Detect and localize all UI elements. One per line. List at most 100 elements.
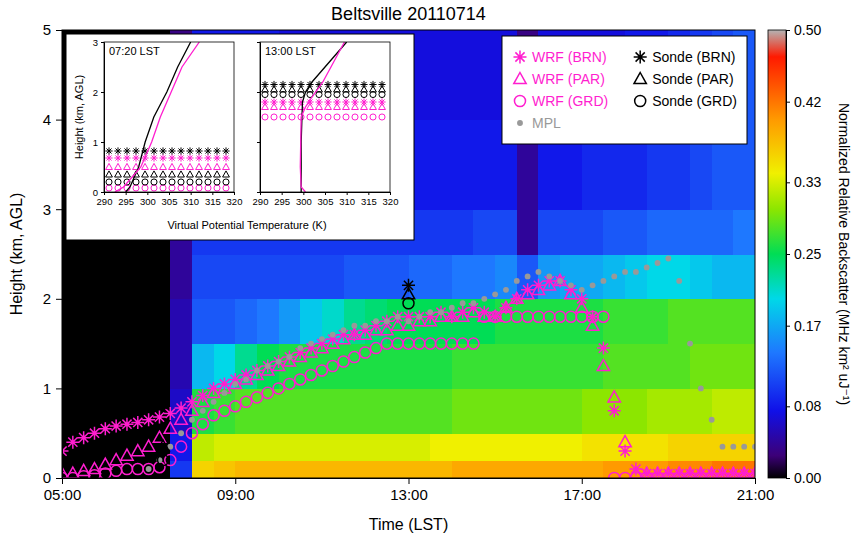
heat-cell [257,254,279,299]
pbl-marker [289,91,295,97]
pbl-marker [315,98,322,105]
heat-cell [690,344,712,389]
pbl-marker [186,154,193,161]
heat-cell [647,344,669,389]
x-tick-label: 21:00 [737,486,775,503]
inset-y-axis [257,43,261,193]
inset-y-axis: 0123 [93,37,105,198]
marker [254,368,260,374]
inset-x-tick-label: 305 [318,196,334,207]
heat-cell [668,209,690,254]
heat-cell [495,344,517,389]
heat-cell [690,299,712,344]
heat-cell [690,388,712,433]
heat-cell [603,460,625,478]
marker [153,411,166,424]
pbl-marker [378,98,385,105]
heat-cell [235,433,257,460]
heat-cell [452,460,474,478]
pbl-marker [333,98,340,105]
heat-cell [105,344,127,389]
heat-cell [538,209,560,254]
pbl-marker [307,114,313,120]
legend-item: Sonde (PAR) [634,71,734,87]
marker [720,444,726,450]
marker [186,428,197,439]
pbl-marker [262,114,268,120]
marker [438,309,444,315]
inset-x-tick-mark [191,192,192,195]
inset-panel: 29029530030531031532013:00 LST [253,42,399,207]
pbl-marker [379,91,385,97]
heat-cell [625,299,647,344]
marker [600,278,606,284]
marker [622,269,628,275]
heat-cell [235,460,257,478]
series-markers [62,256,755,478]
y-axis-title: Height (km, AGL) [8,193,25,316]
marker [576,311,587,322]
colorbar-tick-label: 0.08 [794,398,821,414]
heat-cell [257,433,279,460]
inset-x-tick-mark [234,192,235,195]
marker [178,430,184,436]
heat-cell [538,388,560,433]
marker [619,436,631,447]
marker [554,274,567,287]
marker [349,352,360,363]
inset-y-tick-mark [101,142,104,143]
heat-cell [149,299,171,344]
heat-cell [105,254,127,299]
marker [251,368,263,379]
colorbar-tick-mark [786,326,790,327]
marker [262,364,274,375]
pbl-row [262,114,385,120]
pbl-marker [160,163,167,169]
marker [665,256,671,262]
inset-y-tick-label: 2 [93,87,98,98]
heat-cell [517,460,539,478]
heat-cell [344,388,366,433]
y-tick-mark [56,299,62,300]
marker [67,472,78,478]
heat-cell [300,388,322,433]
x-tick: 13:00 [390,478,428,503]
marker [579,287,585,293]
plot-frame [62,30,755,478]
heat-cell [690,433,712,460]
pbl-marker [223,163,230,169]
marker [446,338,457,349]
marker [608,391,620,402]
marker [211,399,217,405]
marker [157,440,169,451]
heat-cell [733,388,755,433]
heat-cell [105,299,127,344]
inset: 290295300305310315320012307:20 LST290295… [66,34,414,240]
marker [359,328,371,339]
marker [413,315,425,326]
pbl-marker [261,81,268,88]
pbl-marker [115,163,122,169]
profile-line [115,42,199,192]
heat-cell [560,433,582,460]
pbl-marker [196,171,203,177]
heat-cell [647,433,669,460]
marker [121,464,132,475]
inset-x-tick-mark [390,192,391,195]
legend: WRF (BRN)WRF (PAR)WRF (GRD)MPLSonde (BRN… [502,36,747,144]
pbl-marker [186,147,193,154]
marker [446,310,458,321]
marker [633,269,639,275]
marker [546,273,552,279]
marker [500,311,511,322]
colorbar-tick-label: 0.00 [794,470,821,486]
y-tick-label: 5 [43,21,51,38]
heat-cell [712,209,734,254]
pbl-marker [168,147,175,154]
inset-y-tick-mark [257,142,260,143]
colorbar-tick: 0.42 [786,94,821,110]
x-tick-label: 17:00 [563,486,601,503]
heat-cell [473,209,495,254]
pbl-row [106,179,229,185]
x-tick-label: 13:00 [390,486,428,503]
